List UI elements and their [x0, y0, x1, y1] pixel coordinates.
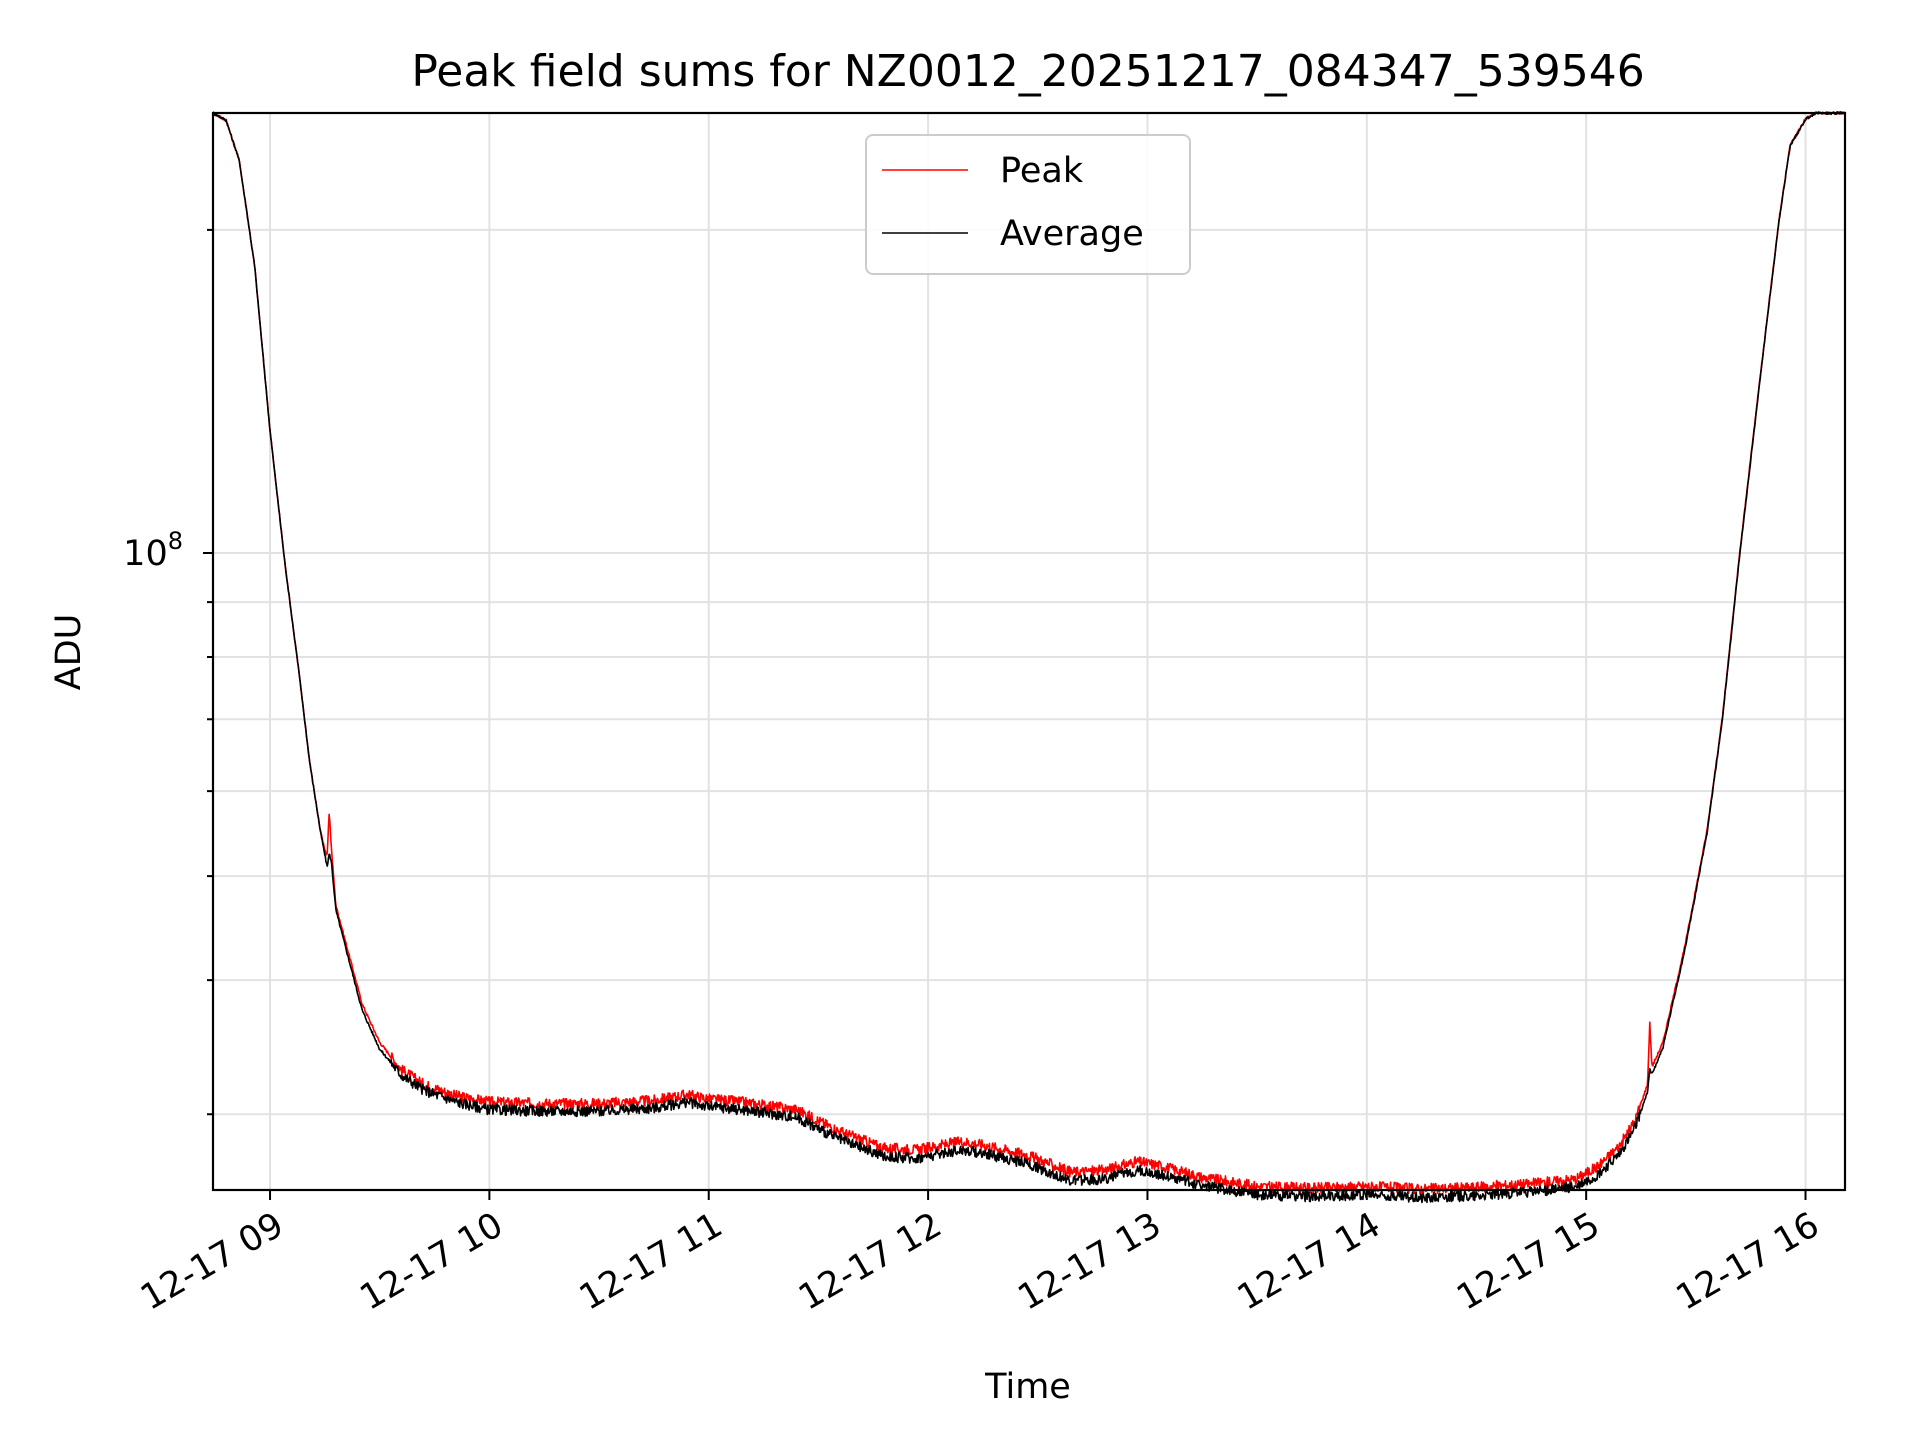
y-tick-label-exponent: 8 — [168, 527, 183, 555]
legend: Peak Average — [865, 134, 1191, 275]
plot-frame — [211, 111, 1847, 1192]
legend-peak-label: Peak — [1000, 151, 1084, 191]
axes-layer — [211, 111, 1847, 1192]
x-axis-label: Time — [984, 1367, 1071, 1407]
y-axis-label: ADU — [49, 614, 89, 691]
grid-layer — [213, 113, 1845, 1190]
legend-average-label: Average — [1000, 214, 1144, 254]
chart-title: Peak field sums for NZ0012_20251217_0843… — [411, 46, 1644, 97]
